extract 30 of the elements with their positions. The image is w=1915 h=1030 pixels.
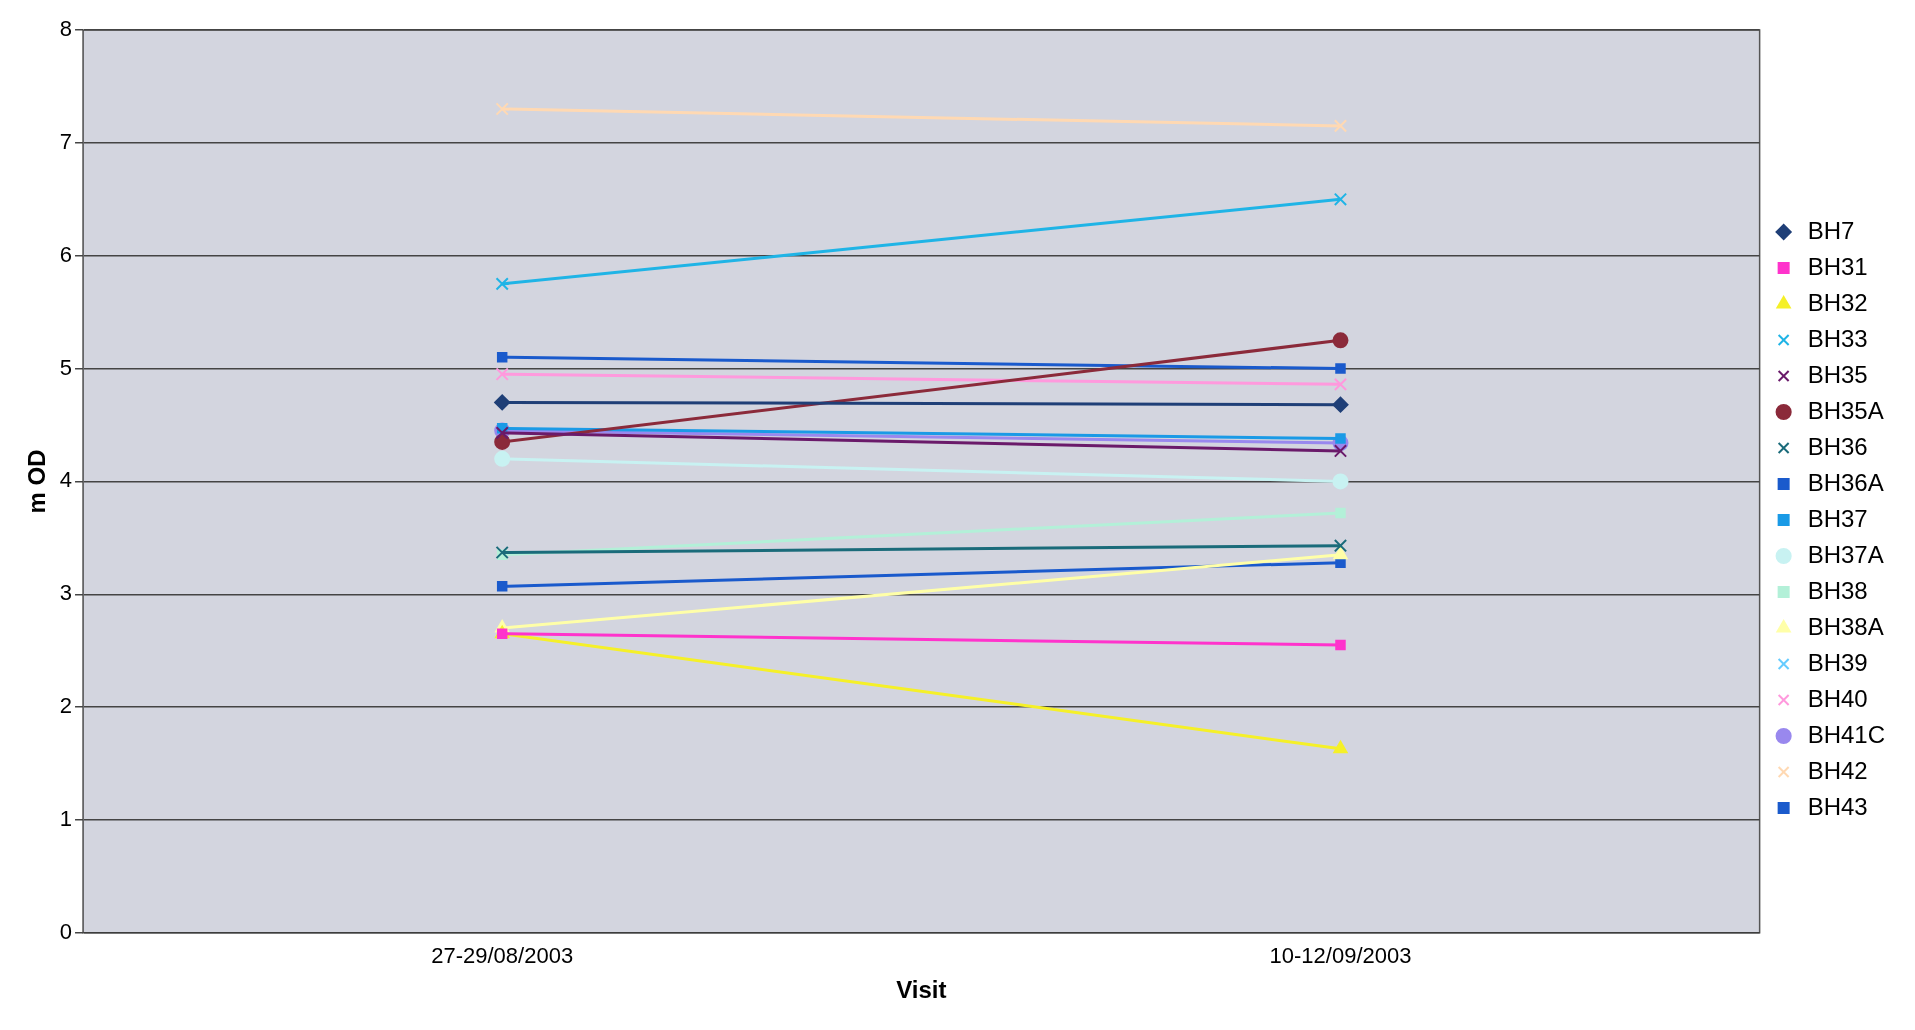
y-axis-title: m OD [23, 449, 51, 514]
x-axis-title: Visit [896, 976, 947, 1004]
y-tick-label: 6 [59, 241, 73, 267]
legend-label: BH38 [1807, 576, 1868, 604]
x-tick-label: 10-12/09/2003 [1269, 943, 1412, 969]
legend-label: BH41C [1807, 720, 1886, 748]
y-tick-label: 4 [59, 467, 73, 493]
y-tick-label: 1 [59, 806, 73, 832]
x-tick-label: 27-29/08/2003 [431, 943, 574, 969]
legend-label: BH39 [1807, 648, 1868, 676]
y-tick-label: 0 [59, 918, 73, 944]
legend-label: BH43 [1807, 792, 1868, 820]
y-tick-label: 7 [59, 128, 73, 154]
legend-label: BH37 [1807, 504, 1868, 532]
y-tick-label: 2 [59, 693, 73, 719]
legend-label: BH40 [1807, 684, 1868, 712]
y-tick-label: 5 [59, 354, 73, 380]
legend-label: BH37A [1807, 540, 1884, 568]
legend-label: BH32 [1807, 288, 1868, 316]
legend-label: BH36A [1807, 468, 1884, 496]
y-tick-label: 8 [59, 16, 73, 42]
legend-label: BH31 [1807, 252, 1868, 280]
legend-label: BH35 [1807, 360, 1868, 388]
y-tick-label: 3 [59, 580, 73, 606]
legend-label: BH7 [1807, 216, 1855, 244]
legend-label: BH36 [1807, 432, 1868, 460]
legend-label: BH38A [1807, 612, 1884, 640]
legend-label: BH42 [1807, 756, 1868, 784]
legend-label: BH33 [1807, 324, 1868, 352]
legend-label: BH35A [1807, 396, 1884, 424]
